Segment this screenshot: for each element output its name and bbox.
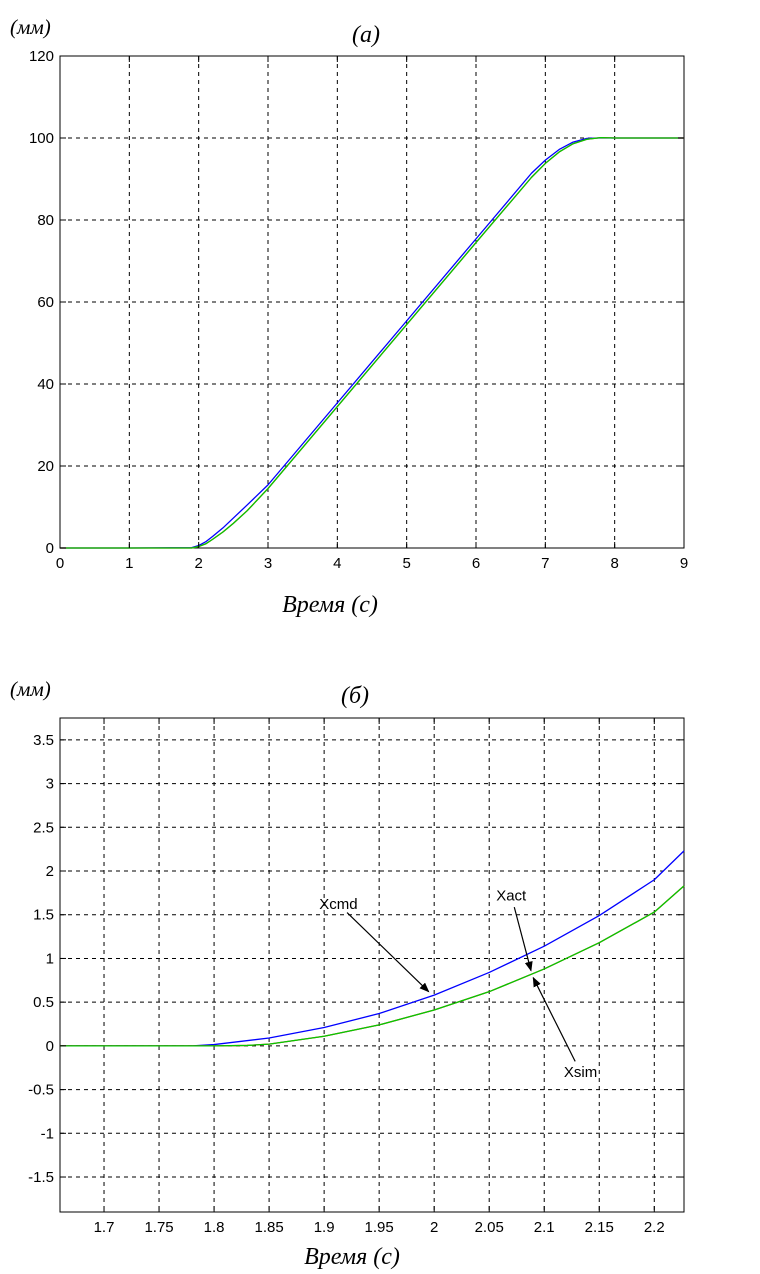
- chart-a-y-tick-label: 120: [29, 48, 54, 65]
- chart-a-panel-label: (а): [352, 22, 380, 48]
- chart-b-ticks: 1.7 1.75 1.8 1.85 1.9 1.95 2 2.05 2.1 2.15 2.2 -1.5…: [28, 718, 684, 1236]
- chart-b-y-tick-label: -0.5: [28, 1082, 54, 1099]
- chart-b-panel-label: (б): [341, 683, 369, 709]
- chart-a-y-tick-label: 100: [29, 130, 54, 147]
- chart-b-x-tick-label: 1.8: [204, 1219, 225, 1236]
- chart-a-x-tick-label: 1: [125, 555, 133, 572]
- chart-a-y-tick-label: 20: [37, 458, 54, 475]
- chart-b-annotation-arrow: [346, 912, 430, 993]
- chart-b-annotations: Xcmd Xact Xsim: [319, 887, 597, 1081]
- chart-b-x-tick-label: 2.15: [585, 1219, 614, 1236]
- chart-a-series: [60, 136, 684, 549]
- chart-b-series-line-0: [60, 850, 685, 1047]
- chart-b-y-unit: (мм): [10, 677, 51, 701]
- chart-a-y-tick-label: 0: [46, 540, 54, 557]
- chart-b-annotation-label: Xcmd: [319, 896, 357, 913]
- chart-a-y-tick-label: 40: [37, 376, 54, 393]
- chart-b-annotation-arrow: [513, 906, 533, 972]
- chart-a: 0 1 2 3 4 5 6 7 8 9 0 20 40 60 80 100 120 (мм) (а) Время…: [10, 15, 688, 618]
- chart-b-x-tick-label: 1.75: [144, 1219, 173, 1236]
- chart-a-x-tick-label: 4: [333, 555, 341, 572]
- chart-b-y-tick-label: 0: [46, 1038, 54, 1055]
- chart-a-x-tick-label: 5: [402, 555, 410, 572]
- chart-b-series: [60, 850, 685, 1047]
- chart-b-x-tick-label: 1.9: [314, 1219, 335, 1236]
- chart-b-annotation-label: Xsim: [564, 1064, 597, 1081]
- chart-b-x-tick-label: 2: [430, 1219, 438, 1236]
- chart-b-y-tick-label: 2.5: [33, 819, 54, 836]
- chart-a-x-tick-label: 3: [264, 555, 272, 572]
- chart-b-y-tick-label: 3.5: [33, 732, 54, 749]
- chart-b-y-tick-label: -1.5: [28, 1169, 54, 1186]
- chart-b-y-tick-label: 0.5: [33, 994, 54, 1011]
- chart-b-x-tick-label: 1.95: [365, 1219, 394, 1236]
- chart-b-x-tick-label: 2.2: [644, 1219, 665, 1236]
- chart-b-y-tick-label: 3: [46, 776, 54, 793]
- chart-a-x-tick-label: 9: [680, 555, 688, 572]
- chart-b-y-tick-label: 1.5: [33, 907, 54, 924]
- chart-b: 1.7 1.75 1.8 1.85 1.9 1.95 2 2.05 2.1 2.15 2.2 -1.5…: [10, 677, 685, 1270]
- chart-a-y-tick-label: 80: [37, 212, 54, 229]
- chart-a-grid: [60, 56, 684, 548]
- chart-b-annotation-label: Xact: [496, 887, 527, 904]
- chart-a-y-tick-label: 60: [37, 294, 54, 311]
- chart-a-ticks: 0 1 2 3 4 5 6 7 8 9 0 20 40 60 80 100 120: [29, 48, 688, 572]
- chart-b-y-tick-label: 2: [46, 863, 54, 880]
- chart-a-series-line-2: [60, 136, 684, 549]
- chart-b-y-tick-label: 1: [46, 950, 54, 967]
- chart-a-x-tick-label: 7: [541, 555, 549, 572]
- chart-a-x-tick-label: 0: [56, 555, 64, 572]
- chart-a-x-tick-label: 2: [194, 555, 202, 572]
- chart-a-x-tick-label: 8: [610, 555, 618, 572]
- chart-b-x-tick-label: 1.7: [94, 1219, 115, 1236]
- chart-a-x-tick-label: 6: [472, 555, 480, 572]
- chart-b-grid: [60, 718, 684, 1212]
- chart-a-y-unit: (мм): [10, 15, 51, 39]
- chart-b-y-tick-label: -1: [41, 1125, 54, 1142]
- chart-b-x-tick-label: 1.85: [254, 1219, 283, 1236]
- chart-b-x-tick-label: 2.1: [534, 1219, 555, 1236]
- chart-b-series-line-2: [60, 885, 685, 1047]
- chart-a-series-line-0: [60, 137, 684, 549]
- chart-b-x-label: Время (с): [304, 1244, 400, 1270]
- chart-b-x-tick-label: 2.05: [475, 1219, 504, 1236]
- chart-b-plot-area: [59, 717, 685, 1213]
- chart-b-annotation-arrow: [532, 976, 576, 1062]
- chart-a-x-label: Время (с): [282, 592, 378, 618]
